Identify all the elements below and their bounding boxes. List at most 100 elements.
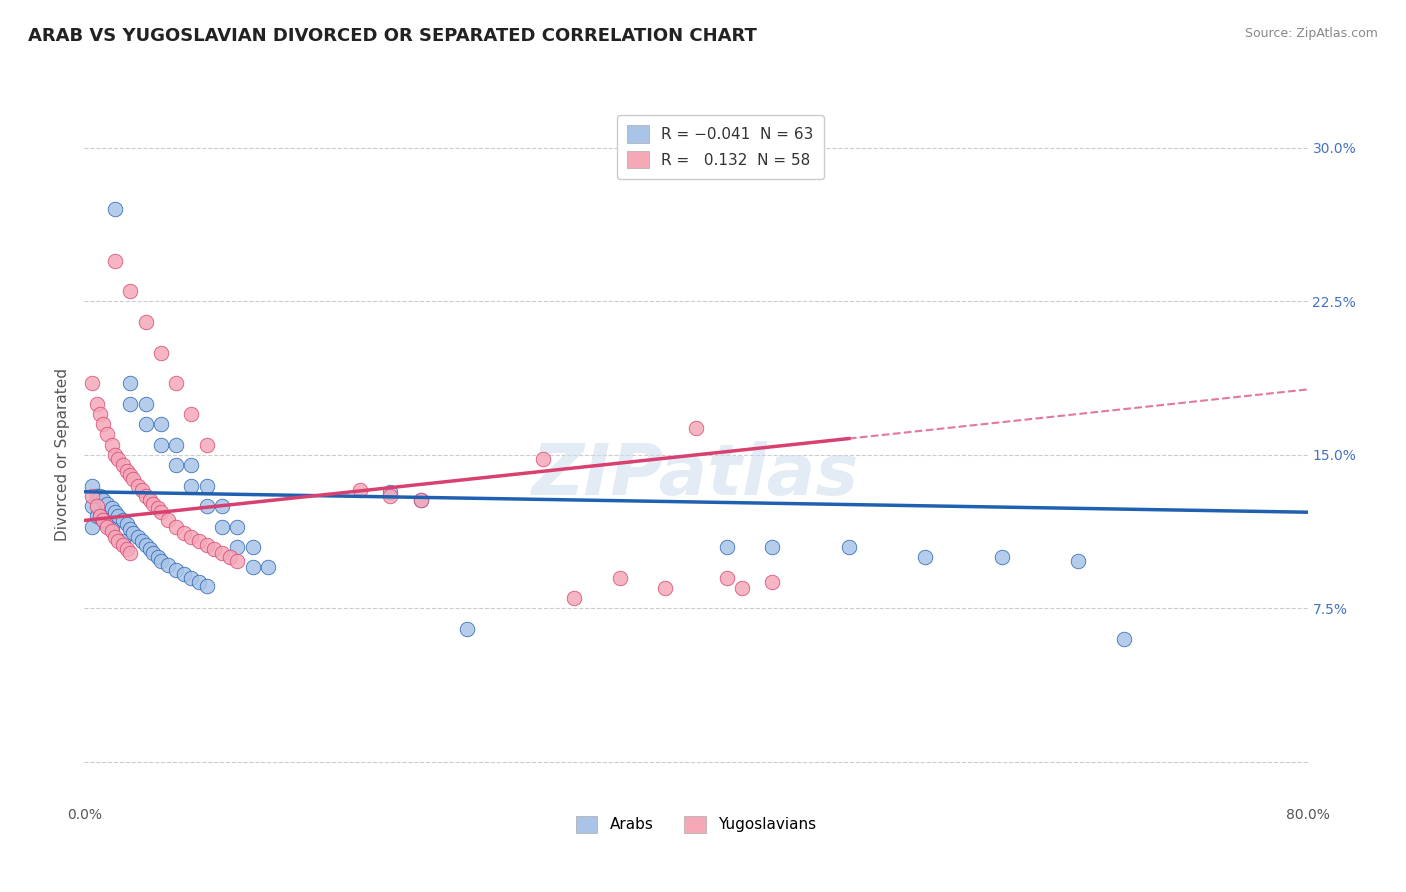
Point [107,533,129,548]
Point [195,438,218,452]
Point [409,492,432,507]
Point [226,519,249,533]
Point [80,519,103,533]
Point [180,478,202,492]
Point [195,478,218,492]
Point [157,513,180,527]
Point [86,397,108,411]
Point [139,492,162,507]
Point [86,499,108,513]
Point [409,492,432,507]
Point [104,530,127,544]
Point [716,540,738,554]
Point [142,497,165,511]
Point [761,540,783,554]
Point [107,452,129,467]
Point [101,438,124,452]
Point [202,542,225,557]
Point [111,538,134,552]
Point [96,497,118,511]
Point [991,550,1014,565]
Point [211,499,233,513]
Point [135,417,157,432]
Y-axis label: Divorced or Separated: Divorced or Separated [55,368,70,541]
Point [111,513,134,527]
Point [195,538,218,552]
Point [195,499,218,513]
Point [146,550,169,565]
Point [80,499,103,513]
Point [1067,554,1090,568]
Point [80,376,103,391]
Point [120,284,142,298]
Point [380,484,402,499]
Point [149,438,172,452]
Point [101,524,124,538]
Point [149,554,172,568]
Point [91,492,114,507]
Point [257,560,280,574]
Point [218,550,240,565]
Point [111,533,134,548]
Point [80,489,103,503]
Point [89,509,111,524]
Point [86,489,108,503]
Point [188,533,211,548]
Point [173,525,195,540]
Point [349,483,371,497]
Point [685,421,707,435]
Point [80,478,103,492]
Point [101,501,124,516]
Point [131,533,153,548]
Point [115,464,138,478]
Point [157,558,180,573]
Point [531,452,554,467]
Point [91,513,114,527]
Point [380,489,402,503]
Point [135,315,157,329]
Point [135,489,157,503]
Point [96,519,118,533]
Point [104,202,127,217]
Point [180,530,202,544]
Point [180,407,202,421]
Point [242,560,264,574]
Point [562,591,585,606]
Point [609,571,631,585]
Point [89,509,111,524]
Point [456,622,478,636]
Point [122,525,145,540]
Point [115,517,138,532]
Point [180,458,202,472]
Point [149,417,172,432]
Point [226,554,249,568]
Point [120,376,142,391]
Point [89,489,111,503]
Point [120,546,142,560]
Point [127,530,149,544]
Point [96,517,118,532]
Point [165,562,187,576]
Text: Source: ZipAtlas.com: Source: ZipAtlas.com [1244,27,1378,40]
Point [135,397,157,411]
Point [165,519,187,533]
Point [914,550,936,565]
Point [716,571,738,585]
Point [211,546,233,560]
Point [165,458,187,472]
Point [654,581,676,595]
Point [838,540,860,554]
Point [107,509,129,524]
Point [139,542,162,557]
Point [165,438,187,452]
Point [101,522,124,536]
Text: ARAB VS YUGOSLAVIAN DIVORCED OR SEPARATED CORRELATION CHART: ARAB VS YUGOSLAVIAN DIVORCED OR SEPARATE… [28,27,756,45]
Point [120,468,142,483]
Point [127,478,149,492]
Point [149,345,172,359]
Point [89,407,111,421]
Point [91,513,114,527]
Point [115,542,138,557]
Point [242,540,264,554]
Point [173,566,195,581]
